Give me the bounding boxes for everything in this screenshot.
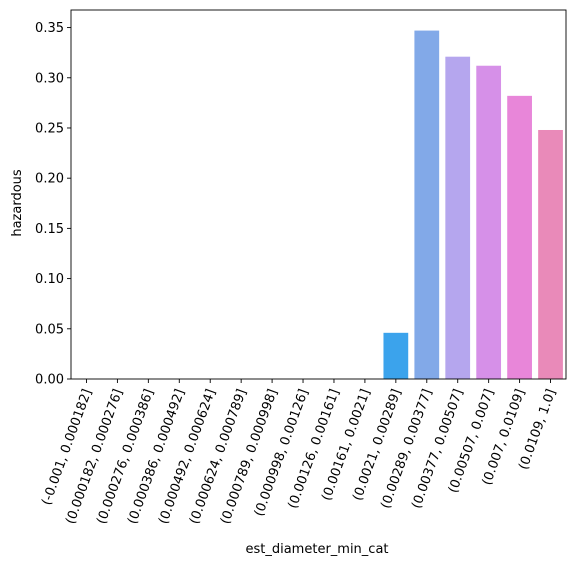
y-tick-label: 0.30 [35,71,64,86]
y-tick-label: 0.25 [35,121,64,136]
bar-11 [414,30,440,380]
bar-13 [476,65,502,379]
bar-15 [538,129,563,379]
bar-14 [507,95,532,379]
plot-frame [70,9,567,380]
y-tick-label: 0.15 [35,222,64,237]
y-tick-label: 0.20 [35,172,64,187]
x-axis-label: est_diameter_min_cat [245,542,388,557]
y-tick-label: 0.35 [35,21,64,36]
y-tick-label: 0.00 [35,373,64,388]
plot-area [70,9,567,380]
bar-12 [445,56,471,379]
y-axis: 0.00 0.05 0.10 0.15 0.20 0.25 0.30 0.35 [35,21,71,388]
x-axis: (-0.001, 0.000182](0.000182, 0.000276](0… [39,379,559,526]
y-tick-label: 0.05 [35,322,64,337]
y-tick-label: 0.10 [35,272,64,287]
y-axis-label: hazardous [10,169,25,237]
bar-10 [383,332,409,379]
